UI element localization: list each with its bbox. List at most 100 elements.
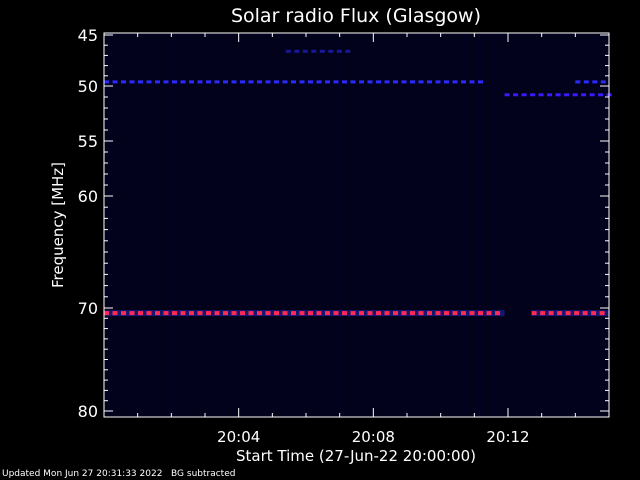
noise-streak (450, 34, 453, 416)
band-dash (495, 311, 500, 316)
band-dash (302, 49, 308, 53)
band-dash (265, 311, 271, 316)
band-dash (469, 311, 475, 316)
band-dash (581, 93, 587, 97)
band-dash (427, 311, 432, 316)
noise-streak (149, 34, 152, 416)
band-dash (427, 80, 432, 84)
noise-streak (569, 34, 572, 416)
noise-streak (520, 34, 523, 416)
band-dash (469, 80, 475, 84)
noise-streak (261, 34, 264, 416)
band-dash (112, 311, 118, 316)
noise-streak (429, 34, 432, 416)
band-dash (393, 80, 398, 84)
band-dash (548, 311, 554, 316)
band-dash (316, 311, 322, 316)
noise-streak (590, 34, 593, 416)
band-dash (257, 80, 262, 84)
band-dash (367, 311, 373, 316)
noise-streak (142, 34, 145, 416)
band-dash (530, 93, 536, 97)
chart-title: Solar radio Flux (Glasgow) (231, 5, 481, 27)
band-dash (589, 93, 595, 97)
band-dash (342, 80, 347, 84)
band-dash (214, 311, 220, 316)
band-dash (410, 311, 415, 316)
noise-streak (212, 34, 215, 416)
band-dash (540, 311, 546, 316)
noise-streak (275, 34, 278, 416)
band-dash (172, 311, 177, 316)
band-dash (180, 311, 186, 316)
band-dash (294, 49, 300, 53)
noise-streak (415, 34, 418, 416)
noise-streak (247, 34, 250, 416)
band-dash (376, 311, 381, 316)
band-dash (600, 80, 606, 84)
band-dash (582, 311, 588, 316)
band-dash (367, 80, 373, 84)
band-dash (316, 80, 322, 84)
band-dash (189, 80, 194, 84)
band-dash (282, 311, 288, 316)
band-dash (384, 80, 390, 84)
band-dash (299, 311, 305, 316)
noise-streak (394, 34, 397, 416)
band-dash (308, 80, 313, 84)
band-dash (478, 311, 483, 316)
band-dash (598, 93, 604, 97)
noise-streak (478, 34, 481, 416)
band-dash (513, 93, 519, 97)
band-dash (555, 93, 561, 97)
band-dash (350, 311, 356, 316)
band-dash (197, 80, 203, 84)
noise-streak (562, 34, 565, 416)
band-dash (575, 80, 581, 84)
y-tick-label: 80 (78, 402, 98, 421)
band-dash (591, 311, 597, 316)
x-tick-label: 20:04 (217, 428, 260, 446)
band-dash (557, 311, 563, 316)
band-dash (223, 311, 228, 316)
band-dash (565, 311, 571, 316)
band-dash (265, 80, 271, 84)
band-dash (564, 93, 570, 97)
band-dash (376, 80, 381, 84)
noise-streak (317, 34, 320, 416)
noise-streak (373, 34, 376, 416)
band-dash (435, 311, 441, 316)
band-dash (223, 80, 228, 84)
noise-streak (282, 34, 285, 416)
band-dash (129, 311, 135, 316)
y-tick-label: 45 (78, 26, 98, 45)
band-dash (359, 80, 364, 84)
band-dash (418, 311, 424, 316)
band-dash (291, 80, 296, 84)
noise-streak (422, 34, 425, 416)
band-dash (240, 80, 245, 84)
band-dash (452, 80, 458, 84)
band-dash (163, 80, 169, 84)
noise-streak (366, 34, 369, 416)
noise-streak (527, 34, 530, 416)
x-axis-label: Start Time (27-Jun-22 20:00:00) (236, 447, 476, 465)
interference-50MHz (104, 80, 606, 84)
noise-streak (268, 34, 271, 416)
noise-streak (324, 34, 327, 416)
band-dash (359, 311, 364, 316)
noise-streak (492, 34, 495, 416)
noise-streak (583, 34, 586, 416)
band-dash (231, 80, 237, 84)
y-tick-label: 60 (78, 187, 98, 206)
band-dash (311, 49, 317, 53)
band-dash (572, 93, 578, 97)
noise-streak (156, 34, 159, 416)
band-dash (282, 80, 288, 84)
band-dash (121, 80, 126, 84)
band-dash (172, 80, 177, 84)
plot-background (104, 33, 609, 417)
band-dash (308, 311, 313, 316)
noise-streak (254, 34, 257, 416)
